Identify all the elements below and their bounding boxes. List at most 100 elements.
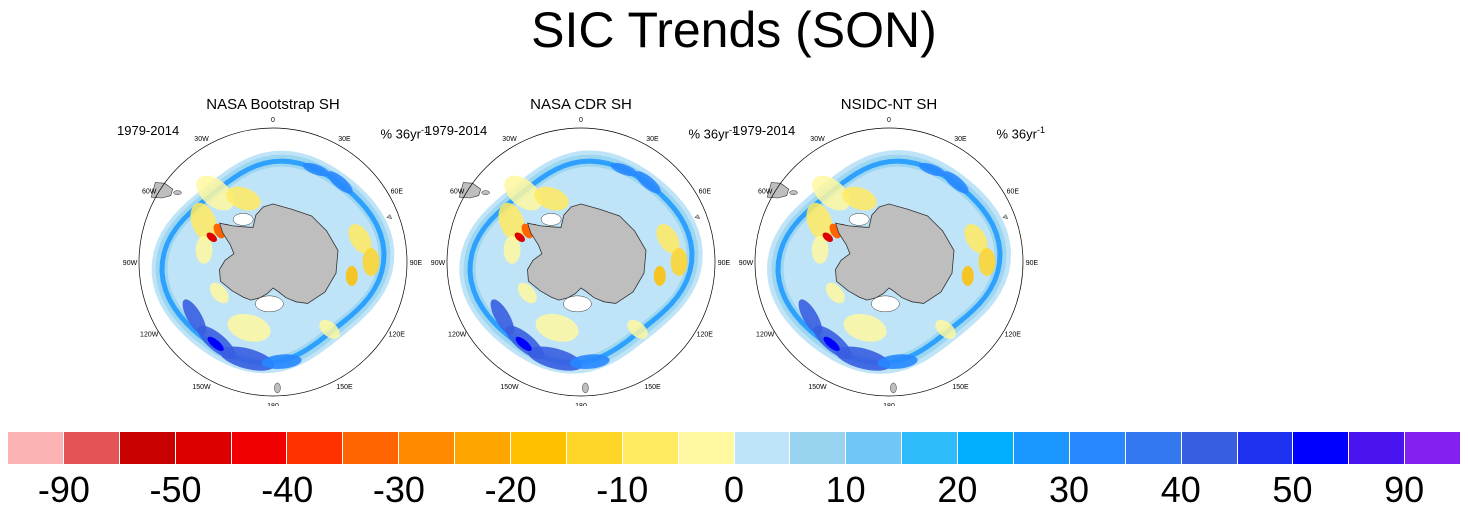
negative-trend-patch	[206, 232, 217, 243]
negative-trend-patch	[345, 265, 358, 286]
longitude-label: 150W	[192, 384, 211, 391]
colorbar-swatch	[287, 432, 344, 464]
negative-trend-patch	[319, 319, 340, 339]
longitude-label: 60W	[142, 189, 157, 196]
colorbar-tick-label: 30	[1049, 469, 1090, 510]
negative-trend-patch	[843, 313, 887, 342]
colorbar-tick-label: 20	[937, 469, 978, 510]
negative-trend-patch	[195, 235, 213, 264]
longitude-label: 60E	[699, 189, 712, 196]
colorbar-swatch	[622, 432, 679, 464]
negative-trend-patch	[209, 282, 229, 304]
colorbar-swatch	[511, 432, 567, 464]
ice-shelf	[848, 213, 870, 226]
longitude-label: 90E	[410, 260, 423, 267]
colorbar-tick-label: -50	[149, 469, 202, 510]
negative-trend-patch	[517, 282, 537, 304]
units-label: % 36yr-1	[996, 125, 1045, 142]
longitude-label: 150E	[644, 384, 661, 391]
longitude-label: 150E	[336, 384, 353, 391]
colorbar-labels: -90 -50 -40 -30 -20 -10 0 10 20 30 40 50 90	[8, 470, 1460, 510]
colorbar-swatch	[958, 432, 1015, 464]
colorbar-swatch	[399, 432, 456, 464]
polar-map: 0 30E 60E 90E 120E 150E 180 150W 120W 90W 60W 30W	[739, 117, 1039, 406]
negative-trend-patch	[670, 248, 688, 276]
colorbar-tick-label: 40	[1160, 469, 1201, 510]
negative-trend-patch	[226, 186, 261, 211]
map-panel-nasa-bootstrap: 0 30E 60E 90E 120E 150E 180 150W 120W 90W 60W 30W N…	[103, 96, 443, 406]
longitude-label: 90E	[1026, 260, 1039, 267]
positive-trend-patch	[877, 354, 918, 370]
longitude-label: 60W	[450, 189, 465, 196]
map-boundary-circle	[446, 127, 716, 397]
positive-trend-patch	[610, 162, 638, 177]
ice-shelf	[540, 213, 562, 226]
longitude-label: 180	[883, 403, 895, 406]
period-label: 1979-2014	[117, 123, 180, 138]
colorbar-swatch	[566, 432, 623, 464]
new-zealand-island	[582, 382, 589, 394]
negative-trend-patch	[504, 175, 543, 211]
positive-trend-patch	[182, 299, 207, 335]
units-label: % 36yr-1	[380, 125, 429, 142]
colorbar-swatch	[1237, 432, 1294, 464]
falklands-island	[481, 190, 490, 195]
longitude-label: 30E	[954, 136, 967, 143]
longitude-label: 30W	[194, 136, 209, 143]
panel-title: NASA CDR SH	[530, 96, 632, 113]
map-boundary-circle	[138, 127, 408, 397]
longitude-label: 60W	[758, 189, 773, 196]
colorbar-swatch	[8, 432, 64, 464]
negative-trend-patch	[825, 282, 845, 304]
negative-trend-patch	[842, 186, 877, 211]
negative-trend-patch	[190, 202, 217, 242]
ice-shelf	[255, 295, 284, 313]
new-zealand-island	[890, 382, 897, 394]
south-america-landmass	[766, 182, 790, 199]
antarctica-landmass	[835, 203, 955, 304]
colorbar-swatch	[231, 432, 288, 464]
colorbar-swatch	[902, 432, 959, 464]
longitude-label: 120W	[140, 332, 159, 339]
map-panel-nsidc-nt: 0 30E 60E 90E 120E 150E 180 150W 120W 90W 60W 30W N…	[719, 96, 1059, 406]
ice-shelf	[563, 295, 592, 313]
positive-trend-patch	[943, 171, 969, 194]
south-america-landmass	[458, 182, 482, 199]
longitude-label: 120W	[756, 332, 775, 339]
negative-trend-patch	[812, 175, 851, 211]
longitude-label: 60E	[391, 189, 404, 196]
negative-trend-patch	[964, 224, 988, 254]
longitude-label: 0	[887, 117, 891, 124]
colorbar-tick-label: -90	[37, 469, 90, 510]
positive-trend-patch	[490, 299, 515, 335]
longitude-label: 30E	[338, 136, 351, 143]
map-boundary-circle	[754, 127, 1024, 397]
negative-trend-patch	[503, 235, 521, 264]
negative-trend-patch	[362, 248, 380, 276]
colorbar-swatch	[1181, 432, 1238, 464]
longitude-label: 30E	[646, 136, 659, 143]
polar-map: 0 30E 60E 90E 120E 150E 180 150W 120W 90W 60W 30W	[431, 117, 731, 406]
map-panels: 0 30E 60E 90E 120E 150E 180 150W 120W 90W 60W 30W N…	[103, 96, 1059, 406]
longitude-label: 120E	[389, 332, 406, 339]
polar-map: 0 30E 60E 90E 120E 150E 180 150W 120W 90W 60W 30W	[123, 117, 423, 406]
negative-trend-patch	[498, 202, 525, 242]
positive-trend-patch	[302, 162, 330, 177]
colorbar-swatch	[1293, 432, 1350, 464]
longitude-label: 30W	[810, 136, 825, 143]
negative-trend-patch	[935, 319, 956, 339]
longitude-label: 120E	[697, 332, 714, 339]
falklands-island	[789, 190, 798, 195]
colorbar-swatch	[343, 432, 400, 464]
map-panel-nasa-cdr: 0 30E 60E 90E 120E 150E 180 150W 120W 90W 60W 30W N…	[411, 96, 751, 406]
negative-trend-patch	[196, 175, 235, 211]
colorbar-tick-label: 0	[723, 469, 745, 510]
longitude-label: 60E	[1007, 189, 1020, 196]
negative-trend-patch	[227, 313, 271, 342]
kerguelen-island	[694, 214, 701, 219]
longitude-label: 120E	[1005, 332, 1022, 339]
longitude-label: 90E	[718, 260, 731, 267]
colorbar-swatch	[119, 432, 176, 464]
new-zealand-island	[274, 382, 281, 394]
colorbar-tick-label: -30	[372, 469, 425, 510]
